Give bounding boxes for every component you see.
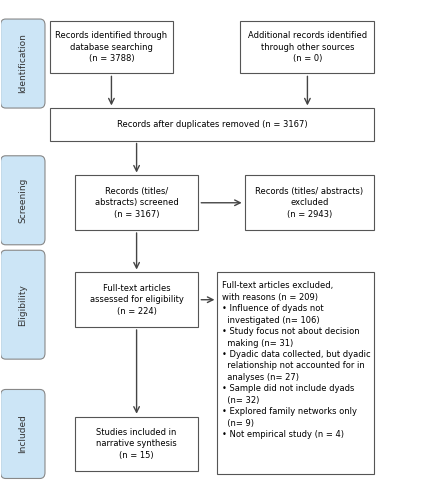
FancyBboxPatch shape: [50, 22, 173, 74]
Text: Screening: Screening: [18, 178, 27, 223]
Text: Full-text articles
assessed for eligibility
(n = 224): Full-text articles assessed for eligibil…: [89, 284, 184, 316]
Text: Records (titles/
abstracts) screened
(n = 3167): Records (titles/ abstracts) screened (n …: [95, 187, 179, 218]
Text: Records after duplicates removed (n = 3167): Records after duplicates removed (n = 31…: [117, 120, 307, 129]
FancyBboxPatch shape: [241, 22, 374, 74]
Text: Included: Included: [18, 414, 27, 454]
FancyBboxPatch shape: [0, 390, 45, 478]
Text: Studies included in
narrative synthesis
(n = 15): Studies included in narrative synthesis …: [96, 428, 177, 460]
FancyBboxPatch shape: [0, 156, 45, 245]
Text: Records identified through
database searching
(n = 3788): Records identified through database sear…: [55, 32, 168, 64]
FancyBboxPatch shape: [75, 272, 198, 327]
Text: Records (titles/ abstracts)
excluded
(n = 2943): Records (titles/ abstracts) excluded (n …: [255, 187, 364, 218]
Text: Additional records identified
through other sources
(n = 0): Additional records identified through ot…: [248, 32, 367, 64]
Text: Identification: Identification: [18, 34, 27, 94]
FancyBboxPatch shape: [75, 416, 198, 472]
FancyBboxPatch shape: [0, 19, 45, 108]
Text: Eligibility: Eligibility: [18, 284, 27, 326]
FancyBboxPatch shape: [50, 108, 374, 140]
FancyBboxPatch shape: [217, 272, 374, 474]
FancyBboxPatch shape: [244, 176, 374, 230]
FancyBboxPatch shape: [75, 176, 198, 230]
Text: Full-text articles excluded,
with reasons (n = 209)
• Influence of dyads not
  i: Full-text articles excluded, with reason…: [222, 282, 371, 439]
FancyBboxPatch shape: [0, 250, 45, 359]
